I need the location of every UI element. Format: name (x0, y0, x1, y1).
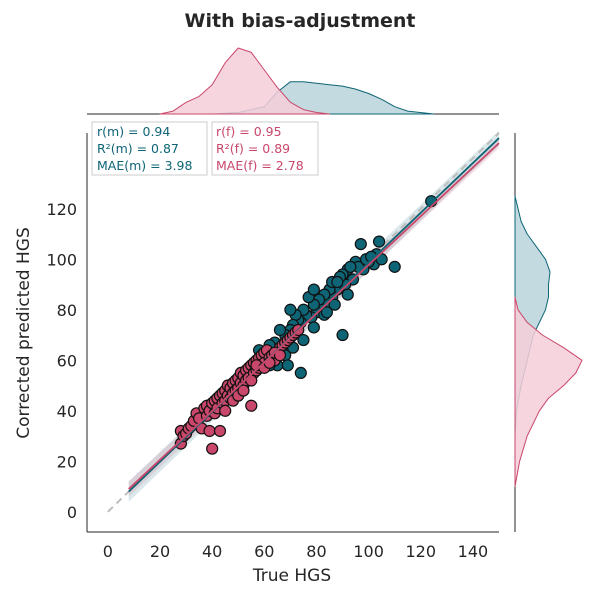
female-stats-box: r(f) = 0.95 R²(f) = 0.89 MAE(f) = 2.78 (211, 121, 319, 176)
x-tick-label: 140 (458, 542, 489, 561)
marginal-y-panel (514, 133, 583, 532)
marginal-x-panel (87, 47, 499, 115)
male-point (372, 235, 386, 248)
male-point (273, 323, 287, 337)
female-point (245, 399, 258, 412)
male-point (320, 306, 333, 319)
male-point (331, 275, 344, 289)
male-stats-box: r(m) = 0.94 R²(m) = 0.87 MAE(m) = 3.98 (91, 121, 208, 176)
female-point (219, 404, 232, 417)
x-axis-label: True HGS (252, 566, 331, 586)
male-point (307, 283, 320, 296)
female-fit-line (128, 142, 500, 490)
y-tick-label: 100 (46, 250, 77, 269)
male-point (354, 238, 367, 251)
male-fit-line (128, 137, 500, 493)
y-tick-label: 120 (46, 200, 77, 219)
male-point (388, 260, 401, 273)
x-tick-label: 60 (254, 542, 274, 561)
x-tick-label: 20 (150, 542, 170, 561)
x-tick-label: 80 (306, 542, 326, 561)
male-point (297, 333, 310, 347)
male-point (344, 260, 357, 273)
female-stat-mae: MAE(f) = 2.78 (216, 158, 304, 173)
female-point (203, 424, 216, 438)
male-point (281, 359, 294, 372)
female-point (213, 424, 227, 438)
female-stats-frame (211, 121, 319, 176)
x-tick-label: 40 (202, 542, 222, 561)
female-marginal-x-density (159, 47, 331, 115)
female-marginal-y-density (514, 296, 583, 488)
y-tick-label: 60 (57, 351, 77, 370)
x-tick-label: 120 (405, 542, 436, 561)
male-point (284, 303, 297, 316)
y-tick-label: 80 (57, 301, 77, 320)
female-stat-r2: R²(f) = 0.89 (216, 141, 290, 156)
y-tick-label: 0 (67, 503, 77, 522)
female-stat-r: r(f) = 0.95 (216, 124, 282, 139)
y-tick-label: 40 (57, 402, 77, 421)
female-point (273, 349, 287, 362)
male-point (328, 298, 341, 311)
male-stat-mae: MAE(m) = 3.98 (97, 158, 192, 173)
female-point (206, 442, 219, 455)
x-tick-label: 0 (103, 542, 113, 561)
male-point (294, 366, 307, 380)
male-point (425, 195, 438, 208)
male-point (336, 328, 349, 342)
female-point (245, 374, 258, 387)
chart-title: With bias-adjustment (185, 10, 416, 32)
scatter-panel: 0 20 40 60 80 100 120 140 0 20 40 60 80 100 120 (46, 130, 500, 561)
male-stat-r: r(m) = 0.94 (97, 124, 170, 139)
x-tick-label: 100 (353, 542, 384, 561)
male-point (307, 321, 320, 334)
male-point (341, 288, 354, 301)
female-point (263, 356, 276, 369)
male-stats-frame (91, 121, 208, 176)
y-axis-label: Corrected predicted HGS (14, 227, 34, 439)
y-tick-label: 20 (57, 452, 77, 471)
male-stat-r2: R²(m) = 0.87 (97, 141, 179, 156)
female-point (237, 384, 250, 397)
